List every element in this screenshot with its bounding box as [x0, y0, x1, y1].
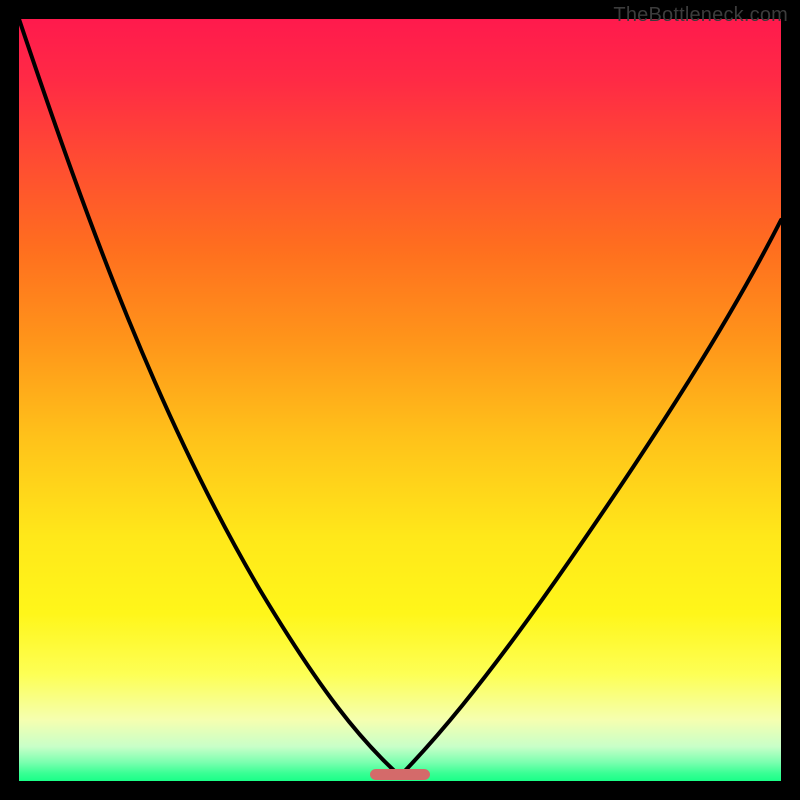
chart-canvas: TheBottleneck.com: [0, 0, 800, 800]
optimal-zone-marker: [370, 769, 430, 780]
bottleneck-chart: [0, 0, 800, 800]
plot-background: [19, 19, 781, 781]
